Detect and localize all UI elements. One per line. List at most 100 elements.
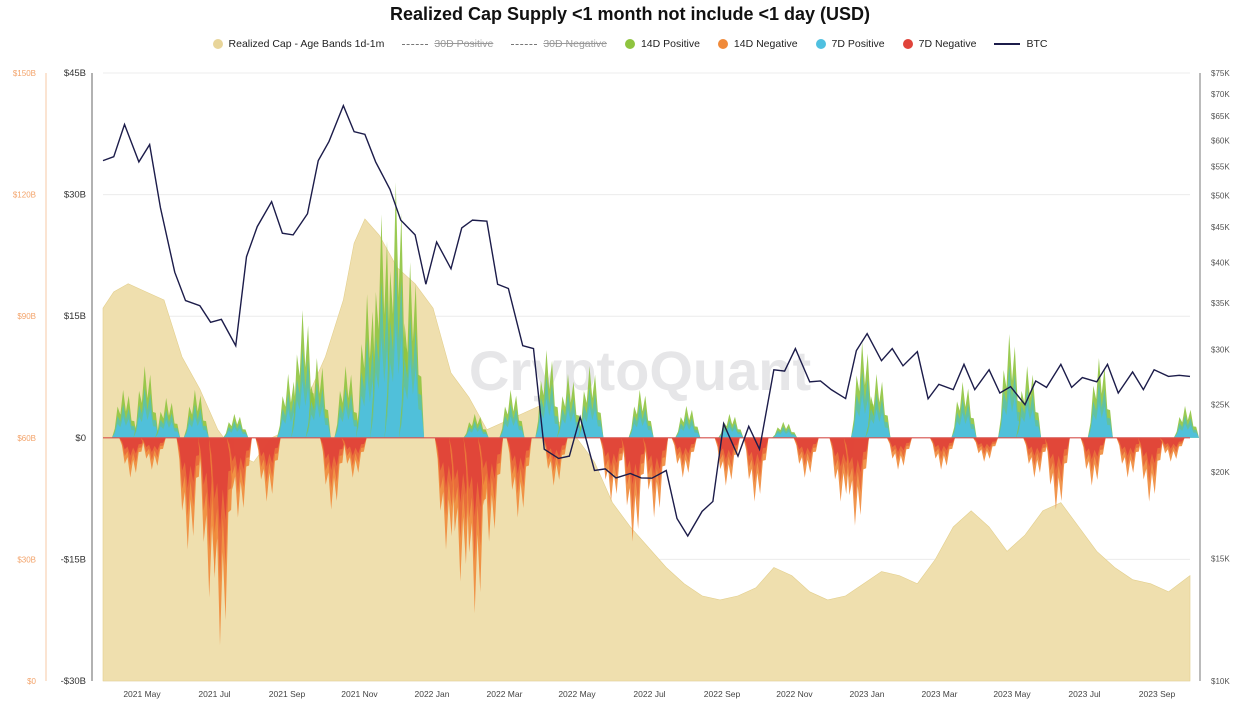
- positive-7d-mark: [133, 405, 159, 438]
- y-far-left-tick-label: $150B: [13, 69, 36, 78]
- negative-7d-mark: [929, 437, 956, 453]
- negative-7d-mark: [477, 437, 504, 485]
- x-tick-label: 2022 Sep: [704, 689, 741, 699]
- x-tick-label: 2023 Sep: [1139, 689, 1176, 699]
- x-tick-label: 2023 May: [993, 689, 1031, 699]
- negative-7d-mark: [1080, 437, 1106, 460]
- positive-7d-mark: [865, 409, 891, 438]
- negative-7d-mark: [506, 437, 532, 474]
- legend-item-btc[interactable]: BTC: [994, 38, 1047, 50]
- legend-label: 7D Positive: [831, 38, 885, 50]
- positive-7d-mark: [463, 427, 489, 438]
- negative-7d-mark: [226, 437, 252, 474]
- negative-7d-mark: [119, 437, 145, 456]
- positive-7d-mark: [1173, 423, 1199, 438]
- positive-7d-mark: [718, 427, 744, 438]
- negative-7d-mark: [1137, 437, 1164, 467]
- y-right-tick-label: $50K: [1211, 191, 1230, 200]
- legend-label: 30D Negative: [543, 38, 607, 50]
- negative-7d-mark: [176, 437, 202, 489]
- legend-label: 7D Negative: [918, 38, 977, 50]
- y-left-tick-label: -$30B: [61, 676, 86, 687]
- x-tick-label: 2022 Mar: [487, 689, 523, 699]
- legend-item-14d-negative[interactable]: 14D Negative: [717, 38, 798, 50]
- positive-7d-mark: [675, 423, 701, 438]
- y-right-tick-label: $20K: [1211, 468, 1230, 477]
- x-tick-label: 2023 Jul: [1068, 689, 1100, 699]
- positive-7d-mark: [223, 427, 249, 438]
- negative-7d-mark: [599, 437, 625, 467]
- negative-7d-mark: [743, 437, 769, 467]
- y-right-tick-label: $10K: [1211, 677, 1230, 686]
- x-tick-label: 2022 May: [558, 689, 596, 699]
- negative-7d-mark: [642, 437, 669, 474]
- legend-item-realized-cap[interactable]: Realized Cap - Age Bands 1d-1m: [212, 38, 384, 50]
- legend-item-7d-negative[interactable]: 7D Negative: [902, 38, 977, 50]
- negative-7d-mark: [341, 437, 367, 456]
- y-left-tick-label: $15B: [64, 311, 86, 322]
- negative-7d-mark: [320, 437, 346, 471]
- negative-7d-mark: [542, 437, 568, 460]
- y-far-left-tick-label: $0: [27, 677, 36, 686]
- y-right-tick-label: $15K: [1211, 555, 1230, 564]
- y-right-tick-label: $65K: [1211, 112, 1230, 121]
- y-far-left-tick-label: $90B: [17, 312, 36, 321]
- negative-7d-mark: [255, 437, 281, 467]
- chart-legend: Realized Cap - Age Bands 1d-1m 30D Posit…: [0, 38, 1260, 50]
- x-tick-label: 2021 Jul: [198, 689, 230, 699]
- btc-price-line: [102, 103, 1191, 538]
- negative-7d-mark: [671, 437, 697, 456]
- axes: $45B $30B $15B $0 -$15B -$30B $150B $120B $90B $6…: [13, 68, 1230, 699]
- legend-dot-icon: [815, 39, 826, 49]
- y-right-tick-label: $75K: [1211, 69, 1230, 78]
- positive-7d-mark: [578, 405, 604, 438]
- positive-7d-mark: [772, 430, 798, 438]
- y-right-tick-label: $55K: [1211, 163, 1230, 172]
- y-far-left-tick-label: $120B: [13, 191, 36, 200]
- positive-7d-mark: [183, 416, 209, 438]
- legend-item-14d-positive[interactable]: 14D Positive: [624, 38, 700, 50]
- legend-dot-icon: [212, 39, 223, 49]
- y-right-tick-label: $40K: [1211, 259, 1230, 268]
- positive-7d-mark: [111, 416, 138, 438]
- y-left-tick-label: $45B: [64, 68, 86, 79]
- legend-item-30d-positive[interactable]: 30D Positive: [402, 38, 493, 50]
- positive-7d-mark: [499, 416, 525, 438]
- legend-item-30d-negative[interactable]: 30D Negative: [511, 38, 607, 50]
- positive-7d-mark: [998, 391, 1024, 438]
- watermark: CryptoQuant: [469, 339, 811, 402]
- positive-7d-mark: [628, 416, 654, 438]
- y-right-tick-label: $35K: [1211, 299, 1230, 308]
- negative-7d-mark: [208, 437, 234, 532]
- plot-area: [102, 103, 1199, 682]
- negative-7d-mark: [1116, 437, 1142, 456]
- legend-item-7d-positive[interactable]: 7D Positive: [815, 38, 885, 50]
- positive-7d-mark: [155, 419, 181, 438]
- y-right-tick-label: $25K: [1211, 401, 1230, 410]
- y-far-left-tick-label: $30B: [17, 555, 36, 564]
- legend-dash-icon: [511, 43, 538, 45]
- negative-7d-mark: [972, 437, 999, 449]
- negative-7d-mark: [621, 437, 647, 485]
- y-right-tick-label: $70K: [1211, 90, 1230, 99]
- positive-7d-mark: [1016, 405, 1042, 438]
- legend-dot-icon: [902, 39, 913, 49]
- legend-dot-icon: [717, 39, 728, 49]
- x-tick-label: 2022 Nov: [776, 689, 813, 699]
- negative-7d-mark: [1023, 437, 1049, 456]
- negative-7d-mark: [1159, 437, 1185, 449]
- legend-label: 30D Positive: [434, 38, 494, 50]
- chart-title: Realized Cap Supply <1 month not include…: [389, 4, 871, 24]
- positive-7d-mark: [556, 409, 582, 438]
- negative-7d-mark: [886, 437, 912, 453]
- y-far-left-tick-label: $60B: [17, 434, 36, 443]
- legend-label: 14D Positive: [640, 38, 700, 50]
- positive-7d-mark: [305, 401, 331, 438]
- y-right-tick-label: $60K: [1211, 136, 1230, 145]
- x-tick-label: 2021 May: [123, 689, 161, 699]
- legend-dash-icon: [402, 43, 429, 45]
- negative-7d-mark: [793, 437, 819, 456]
- positive-7d-mark: [334, 405, 360, 438]
- x-tick-label: 2023 Mar: [922, 689, 958, 699]
